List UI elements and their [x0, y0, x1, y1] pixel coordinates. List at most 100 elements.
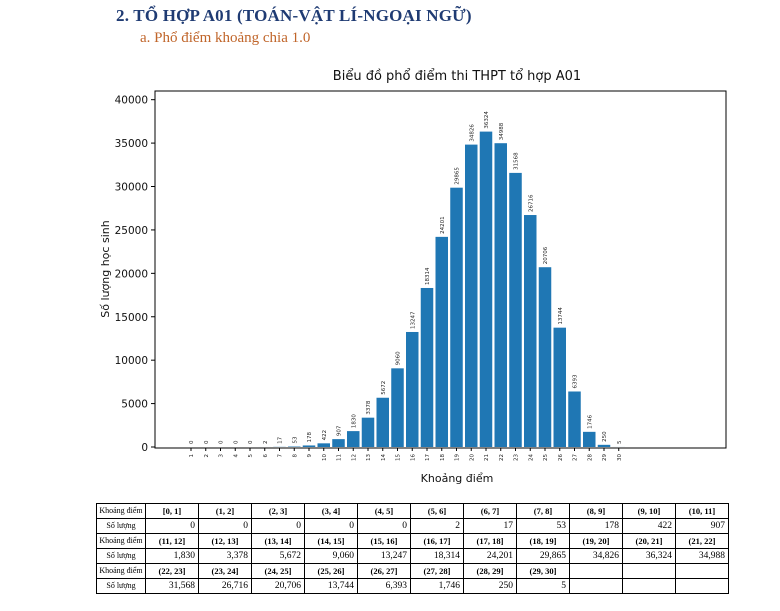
- bar-value-label: 9060: [396, 351, 402, 365]
- x-tick-label: 15: [396, 454, 402, 461]
- count-cell: 5,672: [251, 548, 305, 564]
- range-cell: [569, 563, 623, 579]
- bar-value-label: 3378: [366, 400, 372, 414]
- bar-value-label: 53: [292, 436, 298, 443]
- bar-value-label: 2: [263, 440, 269, 444]
- bar-value-label: 0: [219, 440, 225, 444]
- bar: [568, 391, 581, 447]
- count-row-label: Số lượng: [96, 578, 146, 594]
- bar-value-label: 20706: [543, 246, 549, 264]
- count-cell: 31,568: [145, 578, 199, 594]
- x-tick-label: 16: [410, 454, 416, 461]
- bar-value-label: 6393: [573, 374, 579, 388]
- bar-value-label: 0: [233, 440, 239, 444]
- range-cell: [0, 1]: [145, 503, 199, 519]
- range-row-label: Khoảng điểm: [96, 533, 146, 549]
- bar-value-labels: 0 0 0 0 0 2 17 53 178 422 907 1830 3378 5672 9060 13247…: [189, 111, 623, 444]
- bar-value-label: 13247: [410, 311, 416, 329]
- y-axis-label: Số lượng học sinh: [99, 220, 112, 317]
- bar-value-label: 0: [204, 440, 210, 444]
- y-tick-label: 30000: [115, 182, 148, 194]
- bar: [376, 397, 389, 447]
- bar-value-label: 18314: [425, 267, 431, 285]
- bars: [258, 131, 625, 447]
- count-cell: 29,865: [516, 548, 570, 564]
- x-tick-label: 22: [499, 454, 505, 461]
- bar-value-label: 250: [602, 431, 608, 442]
- count-cell: 13,247: [357, 548, 411, 564]
- range-cell: (19, 20]: [569, 533, 623, 549]
- range-row-label: Khoảng điểm: [96, 503, 146, 519]
- bar-value-label: 24201: [440, 216, 446, 234]
- range-row-1: Khoảng điểm [0, 1] (1, 2] (2, 3] (3, 4] …: [96, 503, 729, 519]
- range-cell: (26, 27]: [357, 563, 411, 579]
- count-cell: 34,826: [569, 548, 623, 564]
- count-cell: 1,746: [410, 578, 464, 594]
- x-tick-label: 9: [307, 454, 313, 458]
- bar-value-label: 34826: [469, 124, 475, 142]
- count-cell: 9,060: [304, 548, 358, 564]
- x-tick-label: 25: [543, 454, 549, 461]
- count-cell: [569, 578, 623, 594]
- bar: [332, 439, 345, 447]
- count-cell: 6,393: [357, 578, 411, 594]
- range-cell: (12, 13]: [198, 533, 252, 549]
- range-cell: (16, 17]: [410, 533, 464, 549]
- range-row-3: Khoảng điểm (22, 23] (23, 24] (24, 25] (…: [96, 563, 729, 579]
- x-tick-label: 1: [189, 454, 195, 458]
- x-tick-label: 23: [514, 454, 520, 461]
- x-tick-label: 19: [455, 454, 461, 461]
- count-row-2: Số lượng 1,830 3,378 5,672 9,060 13,247 …: [96, 548, 729, 564]
- range-cell: (5, 6]: [410, 503, 464, 519]
- bar-value-label: 17: [278, 436, 284, 443]
- range-cell: (20, 21]: [622, 533, 676, 549]
- range-cell: (29, 30]: [516, 563, 570, 579]
- x-axis-label: Khoảng điểm: [421, 472, 494, 485]
- bar: [302, 445, 316, 447]
- x-tick-label: 14: [381, 454, 387, 461]
- bar-value-label: 36324: [484, 111, 490, 129]
- x-axis-ticks: 1 2 3 4 5 6 7 8 9 10 11 12 13 14 15 16 17 18 19 20 21 22 23 24 2…: [189, 448, 623, 461]
- y-tick-label: 25000: [115, 225, 148, 237]
- x-tick-label: 21: [484, 454, 490, 461]
- count-cell: 0: [145, 518, 199, 534]
- y-tick-label: 5000: [121, 399, 148, 411]
- bar: [553, 327, 566, 447]
- count-cell: 1,830: [145, 548, 199, 564]
- count-cell: 2: [410, 518, 464, 534]
- count-row-label: Số lượng: [96, 548, 146, 564]
- count-cell: 178: [569, 518, 623, 534]
- bar-value-label: 34988: [499, 122, 505, 140]
- count-cell: 0: [357, 518, 411, 534]
- section-heading: 2. TỔ HỢP A01 (TOÁN-VẬT LÍ-NGOẠI NGỮ): [116, 6, 472, 25]
- bar: [420, 287, 434, 447]
- count-cell: [622, 578, 676, 594]
- count-cell: [675, 578, 729, 594]
- count-cell: 34,988: [675, 548, 729, 564]
- x-tick-label: 27: [573, 454, 579, 461]
- count-cell: 422: [622, 518, 676, 534]
- x-tick-label: 2: [204, 454, 210, 458]
- y-tick-label: 15000: [115, 312, 148, 324]
- x-tick-label: 10: [322, 454, 328, 461]
- range-cell: (13, 14]: [251, 533, 305, 549]
- x-tick-label: 6: [263, 454, 269, 458]
- bar-value-label: 31568: [514, 152, 520, 170]
- range-cell: (23, 24]: [198, 563, 252, 579]
- count-cell: 20,706: [251, 578, 305, 594]
- bar: [435, 236, 448, 447]
- range-cell: (15, 16]: [357, 533, 411, 549]
- bar-value-label: 1830: [351, 414, 357, 428]
- x-tick-label: 8: [292, 454, 298, 458]
- range-cell: (18, 19]: [516, 533, 570, 549]
- y-tick-label: 0: [141, 442, 148, 454]
- range-cell: (4, 5]: [357, 503, 411, 519]
- count-cell: 3,378: [198, 548, 252, 564]
- range-cell: (11, 12]: [145, 533, 199, 549]
- x-tick-label: 28: [587, 454, 593, 461]
- range-cell: (7, 8]: [516, 503, 570, 519]
- x-tick-label: 4: [233, 454, 239, 458]
- bar-value-label: 13744: [558, 307, 564, 325]
- bar: [406, 331, 419, 447]
- range-cell: (25, 26]: [304, 563, 358, 579]
